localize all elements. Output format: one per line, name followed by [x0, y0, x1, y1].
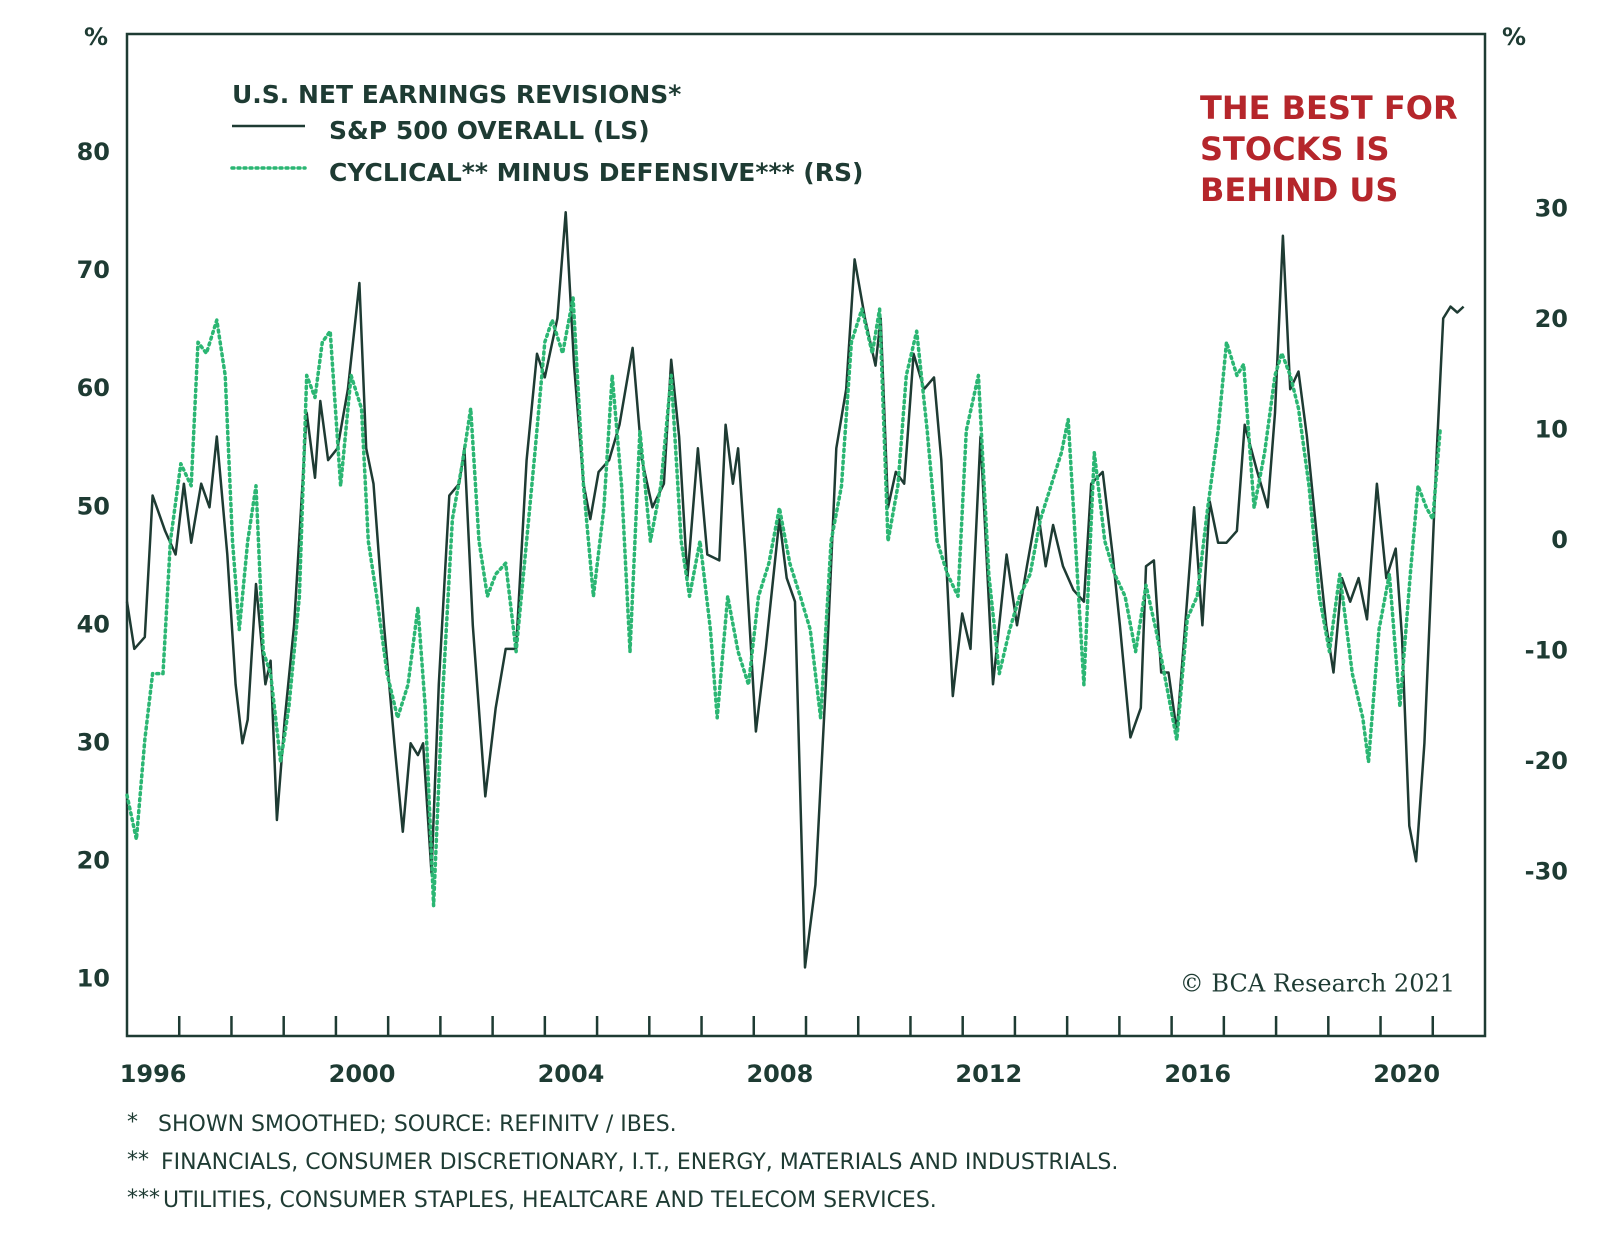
x-tick-label: 2012 [955, 1060, 1022, 1088]
footnote-text: SHOWN SMOOTHED; SOURCE: REFINITV / IBES. [158, 1112, 677, 1137]
y2-tick-label: -10 [1525, 637, 1568, 665]
y2-tick-label: -30 [1525, 857, 1568, 885]
legend-label: CYCLICAL** MINUS DEFENSIVE*** (RS) [329, 158, 863, 187]
footnote-text: UTILITIES, CONSUMER STAPLES, HEALTCARE A… [163, 1188, 937, 1213]
footnote-marker: ** [127, 1148, 149, 1173]
y-tick-label: 80 [77, 138, 110, 166]
y-unit: % [84, 23, 108, 51]
chart-title: U.S. NET EARNINGS REVISIONS* [232, 80, 681, 109]
footnote-text: FINANCIALS, CONSUMER DISCRETIONARY, I.T.… [161, 1150, 1118, 1175]
y-tick-label: 30 [77, 728, 110, 756]
y2-tick-label: 0 [1551, 526, 1568, 554]
series-line [125, 296, 1442, 908]
y-tick-label: 60 [77, 374, 110, 402]
x-tick-label: 2008 [746, 1060, 813, 1088]
y-tick-label: 70 [77, 256, 110, 284]
annotation-line: THE BEST FOR [1200, 89, 1458, 127]
series-line [125, 210, 1465, 969]
footnote-marker: *** [127, 1186, 160, 1211]
y-tick-label: 50 [77, 492, 110, 520]
y-tick-label: 20 [77, 846, 110, 874]
x-tick-label: 2016 [1164, 1060, 1231, 1088]
source: © BCA Research 2021 [1180, 970, 1455, 998]
y-tick-label: 10 [77, 964, 110, 992]
y2-tick-label: -20 [1525, 747, 1568, 775]
footnote-marker: * [127, 1110, 138, 1135]
legend-label: S&P 500 OVERALL (LS) [329, 116, 650, 145]
x-tick-label: 1996 [120, 1060, 187, 1088]
y2-tick-label: 10 [1535, 416, 1568, 444]
x-tick-label: 2004 [538, 1060, 605, 1088]
y2-unit: % [1502, 23, 1526, 51]
annotation-line: BEHIND US [1200, 171, 1398, 209]
x-tick-label: 2020 [1373, 1060, 1440, 1088]
annotation-line: STOCKS IS [1200, 130, 1390, 168]
y2-tick-label: 20 [1535, 305, 1568, 333]
y2-tick-label: 30 [1535, 195, 1568, 223]
x-tick-label: 2000 [329, 1060, 396, 1088]
y-tick-label: 40 [77, 610, 110, 638]
